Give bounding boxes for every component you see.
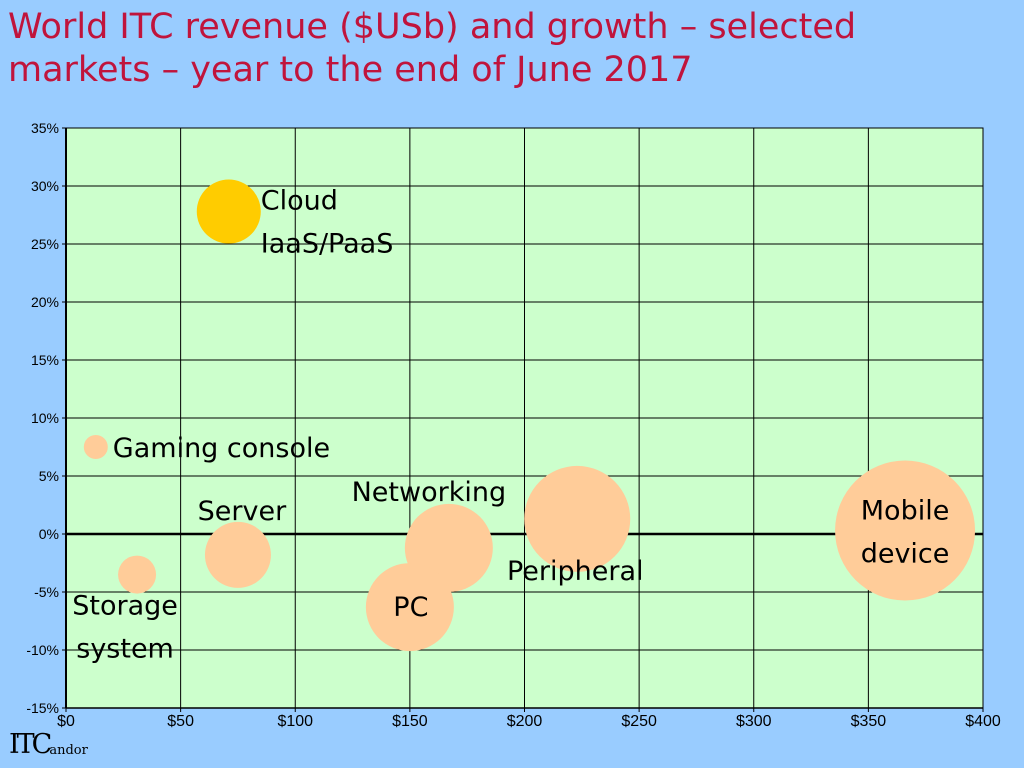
bubble-label-cloud-iaas-paas-line-0: Cloud [261,186,338,217]
bubble-label-pc: PC [393,592,428,623]
chart-title-line-1: World ITC revenue ($USb) and growth – se… [8,7,857,47]
bubble-storage-system [118,555,157,594]
bubble-label-storage-system-line-1: system [76,634,174,665]
bubble-label-pc-line-0: PC [393,592,428,623]
itcandor-logo: ITCandor [9,729,88,760]
bubble-mobile-device [835,460,976,601]
bubble-peripheral [524,465,631,572]
y-tick-label-0: 35% [31,120,59,136]
x-tick-label-6: $300 [736,713,772,730]
bubble-label-server: Server [198,496,287,527]
bubble-label-gaming-console-line-0: Gaming console [113,433,330,464]
x-tick-label-5: $250 [621,713,657,730]
bubble-label-mobile-device-line-1: device [861,539,950,570]
bubble-label-networking: Networking [352,477,507,508]
x-tick-label-4: $200 [507,713,543,730]
bubble-label-peripheral: Peripheral [507,556,644,587]
x-tick-label-0: $0 [57,713,75,730]
bubble-label-mobile-device-line-0: Mobile [861,496,950,527]
bubble-gaming-console [83,435,108,459]
bubble-label-cloud-iaas-paas: Cloud IaaS/PaaS [261,186,394,260]
bubble-label-gaming-console: Gaming console [113,433,330,464]
x-tick-label-2: $100 [277,713,313,730]
y-tick-label-8: -5% [34,584,59,600]
bubble-pc [365,563,454,652]
bubble-label-peripheral-line-0: Peripheral [507,556,644,587]
x-tick-label-3: $150 [392,713,428,730]
bubble-label-cloud-iaas-paas-line-1: IaaS/PaaS [261,229,394,260]
bubble-label-mobile-device: Mobile device [861,496,950,570]
bubble-cloud-iaas-paas [196,179,261,244]
x-tick-label-1: $50 [167,713,194,730]
y-tick-label-3: 20% [31,294,59,310]
y-tick-label-1: 30% [31,178,59,194]
chart-title: World ITC revenue ($USb) and growth – se… [8,6,1008,92]
x-tick-label-7: $350 [851,713,887,730]
y-tick-label-10: -15% [26,700,59,716]
y-tick-label-2: 25% [31,236,59,252]
y-tick-label-6: 5% [39,468,59,484]
bubble-label-storage-system-line-0: Storage [72,591,178,622]
bubble-server [204,521,271,588]
bubble-label-storage-system: Storage system [72,591,178,665]
y-tick-label-5: 10% [31,410,59,426]
chart-title-line-2: markets – year to the end of June 2017 [8,50,693,90]
bubble-label-networking-line-0: Networking [352,477,507,508]
y-tick-label-4: 15% [31,352,59,368]
y-tick-label-7: 0% [39,526,59,542]
bubble-label-server-line-0: Server [198,496,287,527]
y-tick-label-9: -10% [26,642,59,658]
logo-text-big: ITC [9,729,52,760]
x-tick-label-8: $400 [965,713,1001,730]
logo-text-small: andor [49,743,88,758]
